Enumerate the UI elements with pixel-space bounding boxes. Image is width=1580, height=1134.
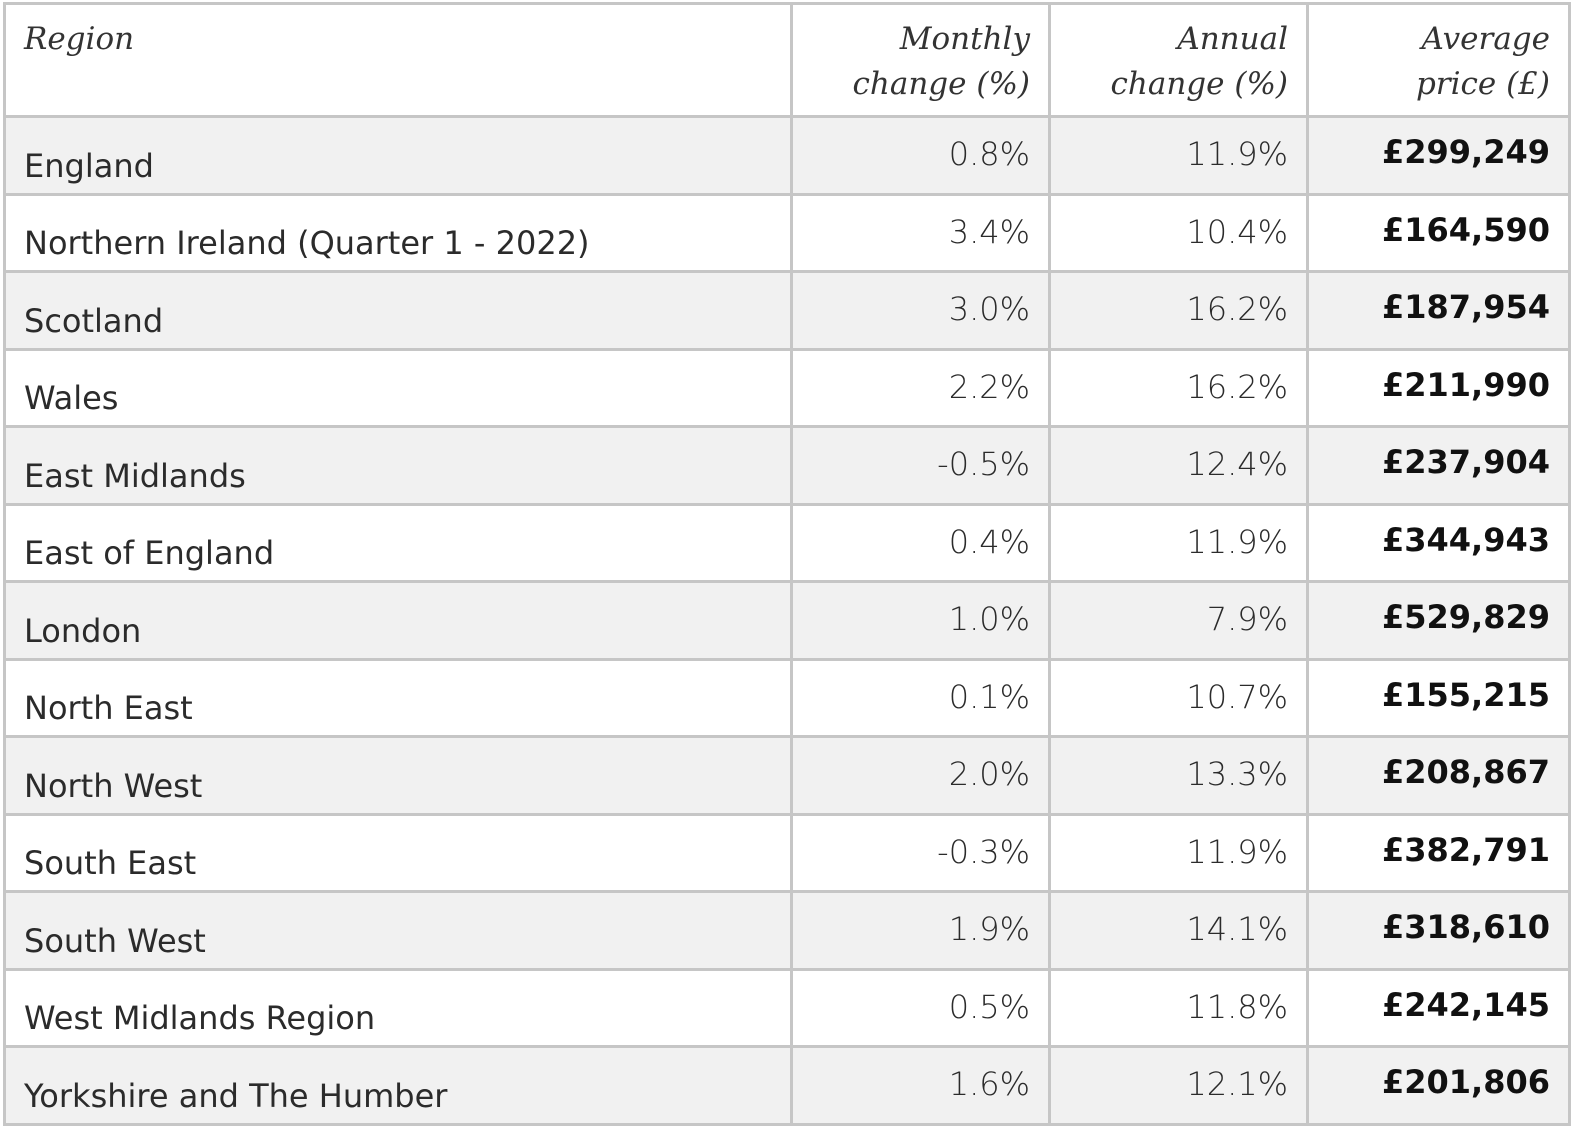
region-cell: South West bbox=[3, 890, 793, 971]
header-region: Region bbox=[3, 2, 793, 118]
region-cell: Scotland bbox=[3, 270, 793, 351]
table-row: Northern Ireland (Quarter 1 - 2022) 3.4% 1… bbox=[3, 192, 1571, 273]
monthly-change-cell: 2.0% bbox=[790, 735, 1051, 816]
header-row: Region Monthly change (%) Annual change … bbox=[3, 2, 1571, 118]
region-cell: East Midlands bbox=[3, 425, 793, 506]
table-body: England 0.8% 11.9% £299,249 Northern Ireland… bbox=[3, 115, 1571, 1126]
annual-change-cell: 16.2% bbox=[1048, 347, 1309, 428]
monthly-change-cell: -0.3% bbox=[790, 812, 1051, 893]
region-cell: West Midlands Region bbox=[3, 967, 793, 1048]
table-row: North West 2.0% 13.3% £208,867 bbox=[3, 735, 1571, 816]
header-annual-line-2: change (%) bbox=[1110, 66, 1288, 102]
header-price-line-1: Average bbox=[1421, 21, 1550, 57]
average-price-cell: £155,215 bbox=[1306, 657, 1571, 738]
table-row: West Midlands Region 0.5% 11.8% £242,145 bbox=[3, 967, 1571, 1048]
annual-change-cell: 7.9% bbox=[1048, 580, 1309, 661]
region-cell: London bbox=[3, 580, 793, 661]
monthly-change-cell: 1.9% bbox=[790, 890, 1051, 971]
region-cell: North East bbox=[3, 657, 793, 738]
table-header: Region Monthly change (%) Annual change … bbox=[3, 2, 1571, 118]
annual-change-cell: 16.2% bbox=[1048, 270, 1309, 351]
region-cell: North West bbox=[3, 735, 793, 816]
average-price-cell: £344,943 bbox=[1306, 502, 1571, 583]
region-cell: Northern Ireland (Quarter 1 - 2022) bbox=[3, 192, 793, 273]
region-cell: Wales bbox=[3, 347, 793, 428]
monthly-change-cell: 0.5% bbox=[790, 967, 1051, 1048]
monthly-change-cell: 1.6% bbox=[790, 1045, 1051, 1126]
average-price-cell: £164,590 bbox=[1306, 192, 1571, 273]
header-annual-line-1: Annual bbox=[1177, 21, 1288, 57]
monthly-change-cell: 3.4% bbox=[790, 192, 1051, 273]
monthly-change-cell: 1.0% bbox=[790, 580, 1051, 661]
region-cell: England bbox=[3, 115, 793, 196]
header-monthly-change: Monthly change (%) bbox=[790, 2, 1051, 118]
header-monthly-line-2: change (%) bbox=[852, 66, 1030, 102]
average-price-cell: £318,610 bbox=[1306, 890, 1571, 971]
annual-change-cell: 11.9% bbox=[1048, 502, 1309, 583]
average-price-cell: £187,954 bbox=[1306, 270, 1571, 351]
header-average-price: Average price (£) bbox=[1306, 2, 1571, 118]
table-row: North East 0.1% 10.7% £155,215 bbox=[3, 657, 1571, 738]
regional-house-price-table: Region Monthly change (%) Annual change … bbox=[3, 2, 1571, 1126]
annual-change-cell: 13.3% bbox=[1048, 735, 1309, 816]
average-price-cell: £382,791 bbox=[1306, 812, 1571, 893]
annual-change-cell: 10.4% bbox=[1048, 192, 1309, 273]
table-row: East of England 0.4% 11.9% £344,943 bbox=[3, 502, 1571, 583]
average-price-cell: £242,145 bbox=[1306, 967, 1571, 1048]
average-price-cell: £208,867 bbox=[1306, 735, 1571, 816]
table-row: Wales 2.2% 16.2% £211,990 bbox=[3, 347, 1571, 428]
region-cell: Yorkshire and The Humber bbox=[3, 1045, 793, 1126]
monthly-change-cell: 0.4% bbox=[790, 502, 1051, 583]
annual-change-cell: 11.9% bbox=[1048, 812, 1309, 893]
monthly-change-cell: 0.1% bbox=[790, 657, 1051, 738]
table-row: Scotland 3.0% 16.2% £187,954 bbox=[3, 270, 1571, 351]
header-monthly-line-1: Monthly bbox=[899, 21, 1030, 57]
header-price-line-2: price (£) bbox=[1415, 66, 1550, 102]
table-row: South East -0.3% 11.9% £382,791 bbox=[3, 812, 1571, 893]
average-price-cell: £211,990 bbox=[1306, 347, 1571, 428]
annual-change-cell: 10.7% bbox=[1048, 657, 1309, 738]
table-row: London 1.0% 7.9% £529,829 bbox=[3, 580, 1571, 661]
table-row: Yorkshire and The Humber 1.6% 12.1% £201,80… bbox=[3, 1045, 1571, 1126]
annual-change-cell: 11.9% bbox=[1048, 115, 1309, 196]
average-price-cell: £201,806 bbox=[1306, 1045, 1571, 1126]
region-cell: South East bbox=[3, 812, 793, 893]
region-cell: East of England bbox=[3, 502, 793, 583]
average-price-cell: £299,249 bbox=[1306, 115, 1571, 196]
average-price-cell: £237,904 bbox=[1306, 425, 1571, 506]
monthly-change-cell: 3.0% bbox=[790, 270, 1051, 351]
header-region-label: Region bbox=[24, 21, 135, 57]
monthly-change-cell: -0.5% bbox=[790, 425, 1051, 506]
table-row: East Midlands -0.5% 12.4% £237,904 bbox=[3, 425, 1571, 506]
annual-change-cell: 14.1% bbox=[1048, 890, 1309, 971]
annual-change-cell: 12.4% bbox=[1048, 425, 1309, 506]
table-row: South West 1.9% 14.1% £318,610 bbox=[3, 890, 1571, 971]
annual-change-cell: 12.1% bbox=[1048, 1045, 1309, 1126]
average-price-cell: £529,829 bbox=[1306, 580, 1571, 661]
table-row: England 0.8% 11.9% £299,249 bbox=[3, 115, 1571, 196]
annual-change-cell: 11.8% bbox=[1048, 967, 1309, 1048]
monthly-change-cell: 0.8% bbox=[790, 115, 1051, 196]
monthly-change-cell: 2.2% bbox=[790, 347, 1051, 428]
header-annual-change: Annual change (%) bbox=[1048, 2, 1309, 118]
